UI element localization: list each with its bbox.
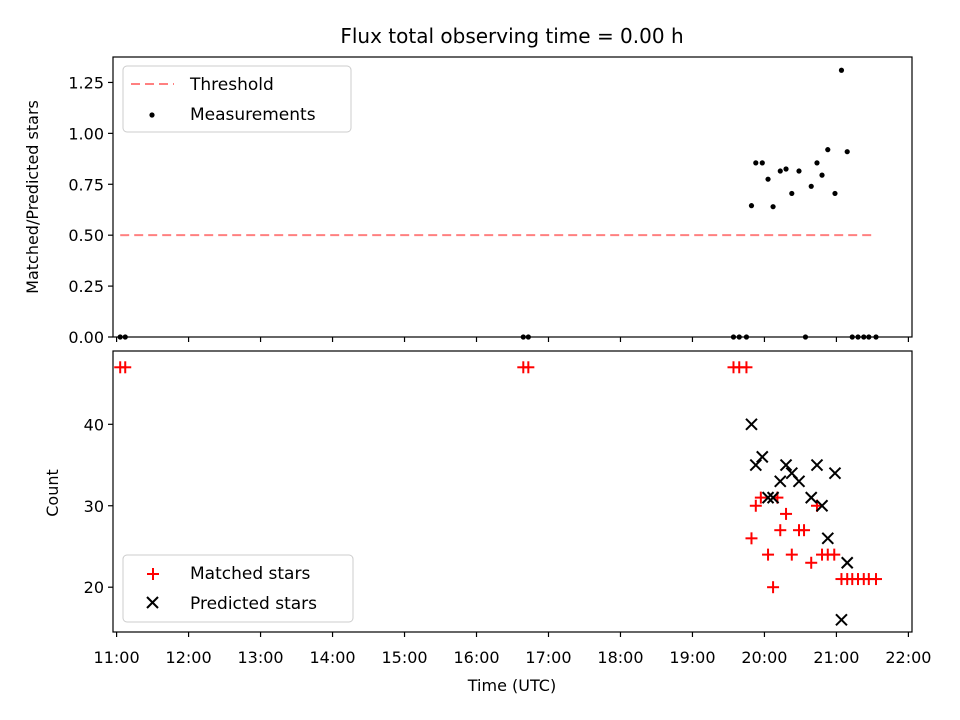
- measurement-point: [789, 190, 795, 197]
- bottom-plot-frame: [112, 350, 913, 633]
- bottom-x-ticks: 11:00 12:00 13:00 14:00 15:00 16:00 17:00 18:00…: [94, 632, 931, 667]
- matched-star-point: [119, 361, 132, 374]
- matched-star-point: [749, 499, 762, 512]
- x-tick-label: 16:00: [453, 648, 499, 667]
- measurement-point: [825, 147, 831, 153]
- predicted-star-point: [828, 466, 842, 480]
- predicted-star-point: [841, 556, 854, 569]
- top-panel: 0.00 0.25 0.50 0.75 1.00 1.25 Matched/Predict…: [23, 56, 913, 347]
- predicted-star-point: [766, 491, 780, 504]
- bottom-legend-box: [122, 554, 354, 623]
- matched-star-point: [780, 507, 793, 520]
- x-tick-label: 17:00: [525, 648, 571, 667]
- legend-matched-label: Matched stars: [190, 564, 310, 584]
- chart-title: Flux total observing time = 0.00 h: [340, 24, 683, 48]
- predicted-star-point: [792, 475, 806, 488]
- legend-matched-marker: [147, 568, 159, 580]
- bottom-panel: 20 30 40 11:00 12:00 13:00 14:00 15:00 16:00 17:…: [43, 350, 931, 695]
- measurement-point: [770, 204, 776, 210]
- matched-star-point: [762, 548, 775, 561]
- measurement-point: [808, 183, 814, 189]
- bottom-legend: Matched stars Predicted stars: [122, 554, 354, 623]
- x-tick-label: 15:00: [381, 648, 427, 667]
- top-plot-frame: [112, 56, 913, 338]
- matched-star-point: [774, 524, 787, 537]
- predicted-star-point: [835, 613, 848, 626]
- x-tick-label: 20:00: [741, 648, 787, 667]
- legend-measurements-label: Measurements: [190, 105, 316, 125]
- measurement-point: [777, 168, 783, 174]
- predicted-star-point: [779, 458, 793, 472]
- matched-star-point: [785, 548, 798, 561]
- x-tick-label: 18:00: [597, 648, 643, 667]
- bottom-y-axis-label: Count: [43, 469, 62, 517]
- top-y-tick-label: 0.75: [68, 175, 104, 194]
- measurement-point: [759, 160, 765, 166]
- predicted-star-point: [821, 532, 834, 545]
- matched-star-point: [754, 491, 767, 504]
- measurement-point: [814, 160, 820, 166]
- matched-star-point: [870, 573, 883, 586]
- legend-measurements-dot: [149, 112, 155, 118]
- top-legend-box: [122, 65, 352, 133]
- top-y-ticks: 0.00 0.25 0.50 0.75 1.00 1.25: [68, 73, 113, 347]
- x-tick-label: 13:00: [238, 648, 284, 667]
- x-tick-label: 14:00: [309, 648, 355, 667]
- matched-star-point: [745, 532, 758, 545]
- top-x-ticks: [115, 337, 910, 342]
- bottom-y-tick-label: 30: [84, 497, 104, 516]
- bottom-plot-marks: [114, 361, 883, 626]
- predicted-star-point: [756, 450, 769, 464]
- bottom-y-tick-label: 20: [84, 578, 104, 597]
- measurement-point: [838, 67, 845, 73]
- matched-star-point: [767, 581, 780, 594]
- x-tick-label: 11:00: [94, 648, 140, 667]
- x-tick-label: 21:00: [813, 648, 859, 667]
- predicted-star-point: [761, 491, 775, 504]
- measurement-point: [844, 149, 850, 155]
- bottom-y-ticks: 20 30 40: [84, 415, 113, 597]
- predicted-star-point: [810, 458, 824, 472]
- bottom-y-tick-label: 40: [84, 415, 104, 434]
- top-y-tick-label: 0.25: [68, 277, 104, 296]
- predicted-star-point: [815, 499, 829, 512]
- top-legend: Threshold Measurements: [122, 65, 352, 133]
- top-y-axis-label: Matched/Predicted stars: [23, 100, 42, 294]
- matched-star-point: [740, 361, 753, 374]
- measurement-point: [748, 203, 755, 209]
- predicted-star-point: [749, 458, 763, 472]
- x-axis-label: Time (UTC): [467, 676, 556, 695]
- x-tick-label: 12:00: [166, 648, 212, 667]
- measurement-point: [765, 176, 771, 182]
- predicted-star-point: [805, 491, 818, 504]
- matched-star-point: [805, 556, 818, 569]
- matched-star-point: [828, 548, 841, 561]
- measurement-point: [819, 172, 825, 178]
- top-y-tick-label: 0.50: [68, 226, 104, 245]
- legend-predicted-marker: [146, 596, 159, 609]
- measurement-point: [783, 166, 789, 172]
- top-y-tick-label: 1.00: [68, 124, 104, 143]
- top-y-tick-label: 1.25: [68, 73, 104, 92]
- legend-threshold-label: Threshold: [189, 75, 274, 95]
- top-y-tick-label: 0.00: [68, 328, 104, 347]
- predicted-star-point: [774, 475, 787, 488]
- measurement-point: [832, 190, 838, 197]
- measurement-point: [796, 168, 802, 174]
- legend-predicted-label: Predicted stars: [190, 594, 317, 614]
- matched-star-point: [798, 524, 811, 537]
- matched-star-point: [522, 361, 535, 374]
- x-tick-label: 22:00: [885, 648, 931, 667]
- measurement-point: [753, 160, 759, 166]
- predicted-star-point: [745, 418, 758, 431]
- x-tick-label: 19:00: [669, 648, 715, 667]
